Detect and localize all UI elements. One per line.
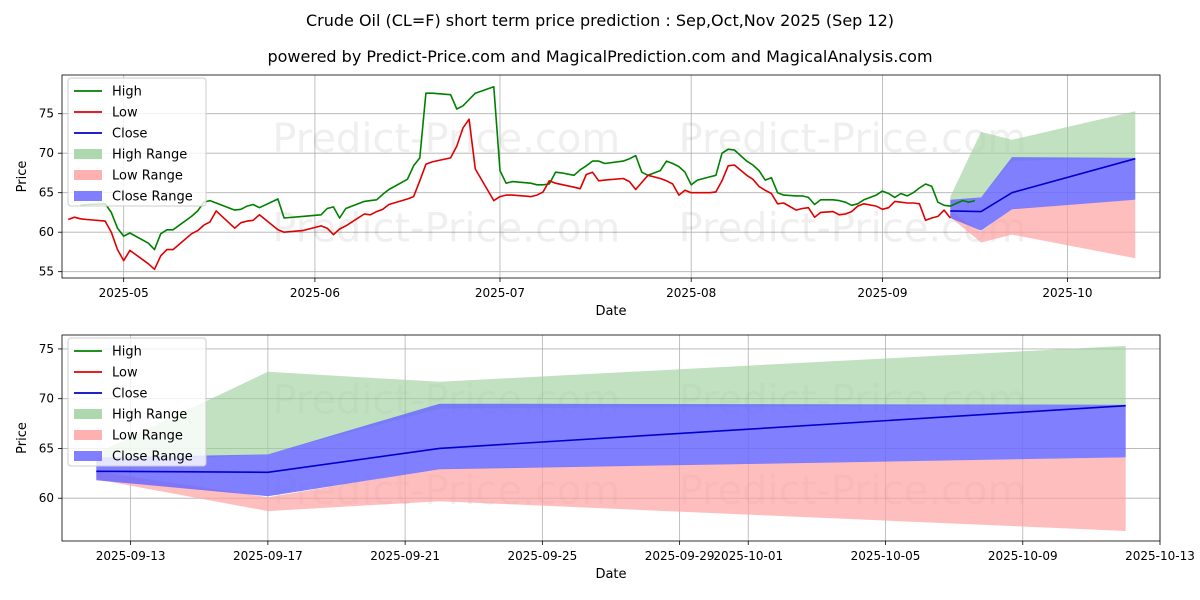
y-tick-label: 60	[39, 491, 54, 505]
y-tick-label: 70	[39, 146, 54, 160]
legend-swatch-low-range	[74, 430, 102, 440]
legend-label-high-range: High Range	[112, 408, 187, 423]
axes-frame	[61, 74, 1161, 279]
y-tick-label: 55	[39, 265, 54, 279]
x-tick-label: 2025-06	[290, 286, 340, 300]
legend-label-low-range: Low Range	[112, 429, 183, 444]
main-chart-panel: 2025-05 2025-06 2025-07 2025-08 2025-09 2025-…	[15, 74, 1161, 319]
legend-swatch-close-range	[74, 191, 102, 201]
x-tick-label: 2025-09-13	[96, 549, 166, 563]
legend-box	[67, 77, 207, 207]
x-tick-label: 2025-09-21	[370, 549, 440, 563]
series-close-line	[96, 404, 1126, 474]
legend-label-low: Low	[112, 366, 138, 381]
band-low-range	[950, 199, 1136, 259]
series-close-line	[950, 157, 1136, 213]
x-tick-label: 2025-10	[1042, 286, 1092, 300]
x-tick-label: 2025-09-17	[233, 549, 303, 563]
x-tick-label: 2025-09-25	[508, 549, 578, 563]
y-axis-label: Price	[15, 161, 30, 193]
x-tick-label: 2025-10-09	[988, 549, 1058, 563]
x-tick-label: 2025-07	[475, 286, 525, 300]
band-close-range	[96, 403, 1126, 497]
y-tick-label: 75	[39, 342, 54, 356]
watermark-text: Predict-Price.com	[272, 116, 620, 162]
legend-swatch-high-range	[74, 409, 102, 419]
legend-swatch-close-range	[74, 451, 102, 461]
axes-frame	[61, 334, 1161, 542]
x-tick-label: 2025-09	[857, 286, 907, 300]
legend-label-low-range: Low Range	[112, 169, 183, 184]
zoom-chart-panel: 2025-09-13 2025-09-17 2025-09-21 2025-09-25…	[15, 334, 1195, 582]
legend-label-close-range: Close Range	[112, 190, 193, 205]
x-tick-label: 2025-05	[99, 286, 149, 300]
y-tick-label: 65	[39, 441, 54, 455]
legend-box	[67, 337, 207, 467]
legend-label-close: Close	[112, 127, 147, 142]
x-tick-label: 2025-10-01	[713, 549, 783, 563]
legend-label-close-range: Close Range	[112, 450, 193, 465]
legend-label-high: High	[112, 345, 142, 360]
legend-swatch-high-range	[74, 149, 102, 159]
y-tick-label: 60	[39, 225, 54, 239]
chart-subtitle: powered by Predict-Price.com and Magical…	[267, 47, 932, 66]
x-tick-label: 2025-08	[666, 286, 716, 300]
x-axis-label: Date	[595, 304, 626, 319]
watermark-text: Predict-Price.com	[679, 116, 1027, 162]
legend-label-close: Close	[112, 387, 147, 402]
legend-label-high-range: High Range	[112, 148, 187, 163]
x-axis-label: Date	[595, 567, 626, 582]
band-low-range	[96, 457, 1126, 531]
legend-swatch-low-range	[74, 170, 102, 180]
x-tick-label: 2025-10-05	[851, 549, 921, 563]
series-high-line	[80, 86, 976, 251]
legend-label-low: Low	[112, 106, 138, 121]
watermark-text: Predict-Price.com	[272, 205, 620, 251]
x-tick-label: 2025-09-29	[645, 549, 715, 563]
chart-title: Crude Oil (CL=F) short term price predic…	[306, 11, 894, 30]
band-close-range	[950, 157, 1136, 231]
series-low-line	[67, 118, 951, 271]
x-tick-label: 2025-10-13	[1125, 549, 1195, 563]
y-tick-label: 75	[39, 107, 54, 121]
y-tick-label: 65	[39, 186, 54, 200]
legend-label-high: High	[112, 85, 142, 100]
y-tick-label: 70	[39, 392, 54, 406]
y-axis-label: Price	[15, 422, 30, 454]
